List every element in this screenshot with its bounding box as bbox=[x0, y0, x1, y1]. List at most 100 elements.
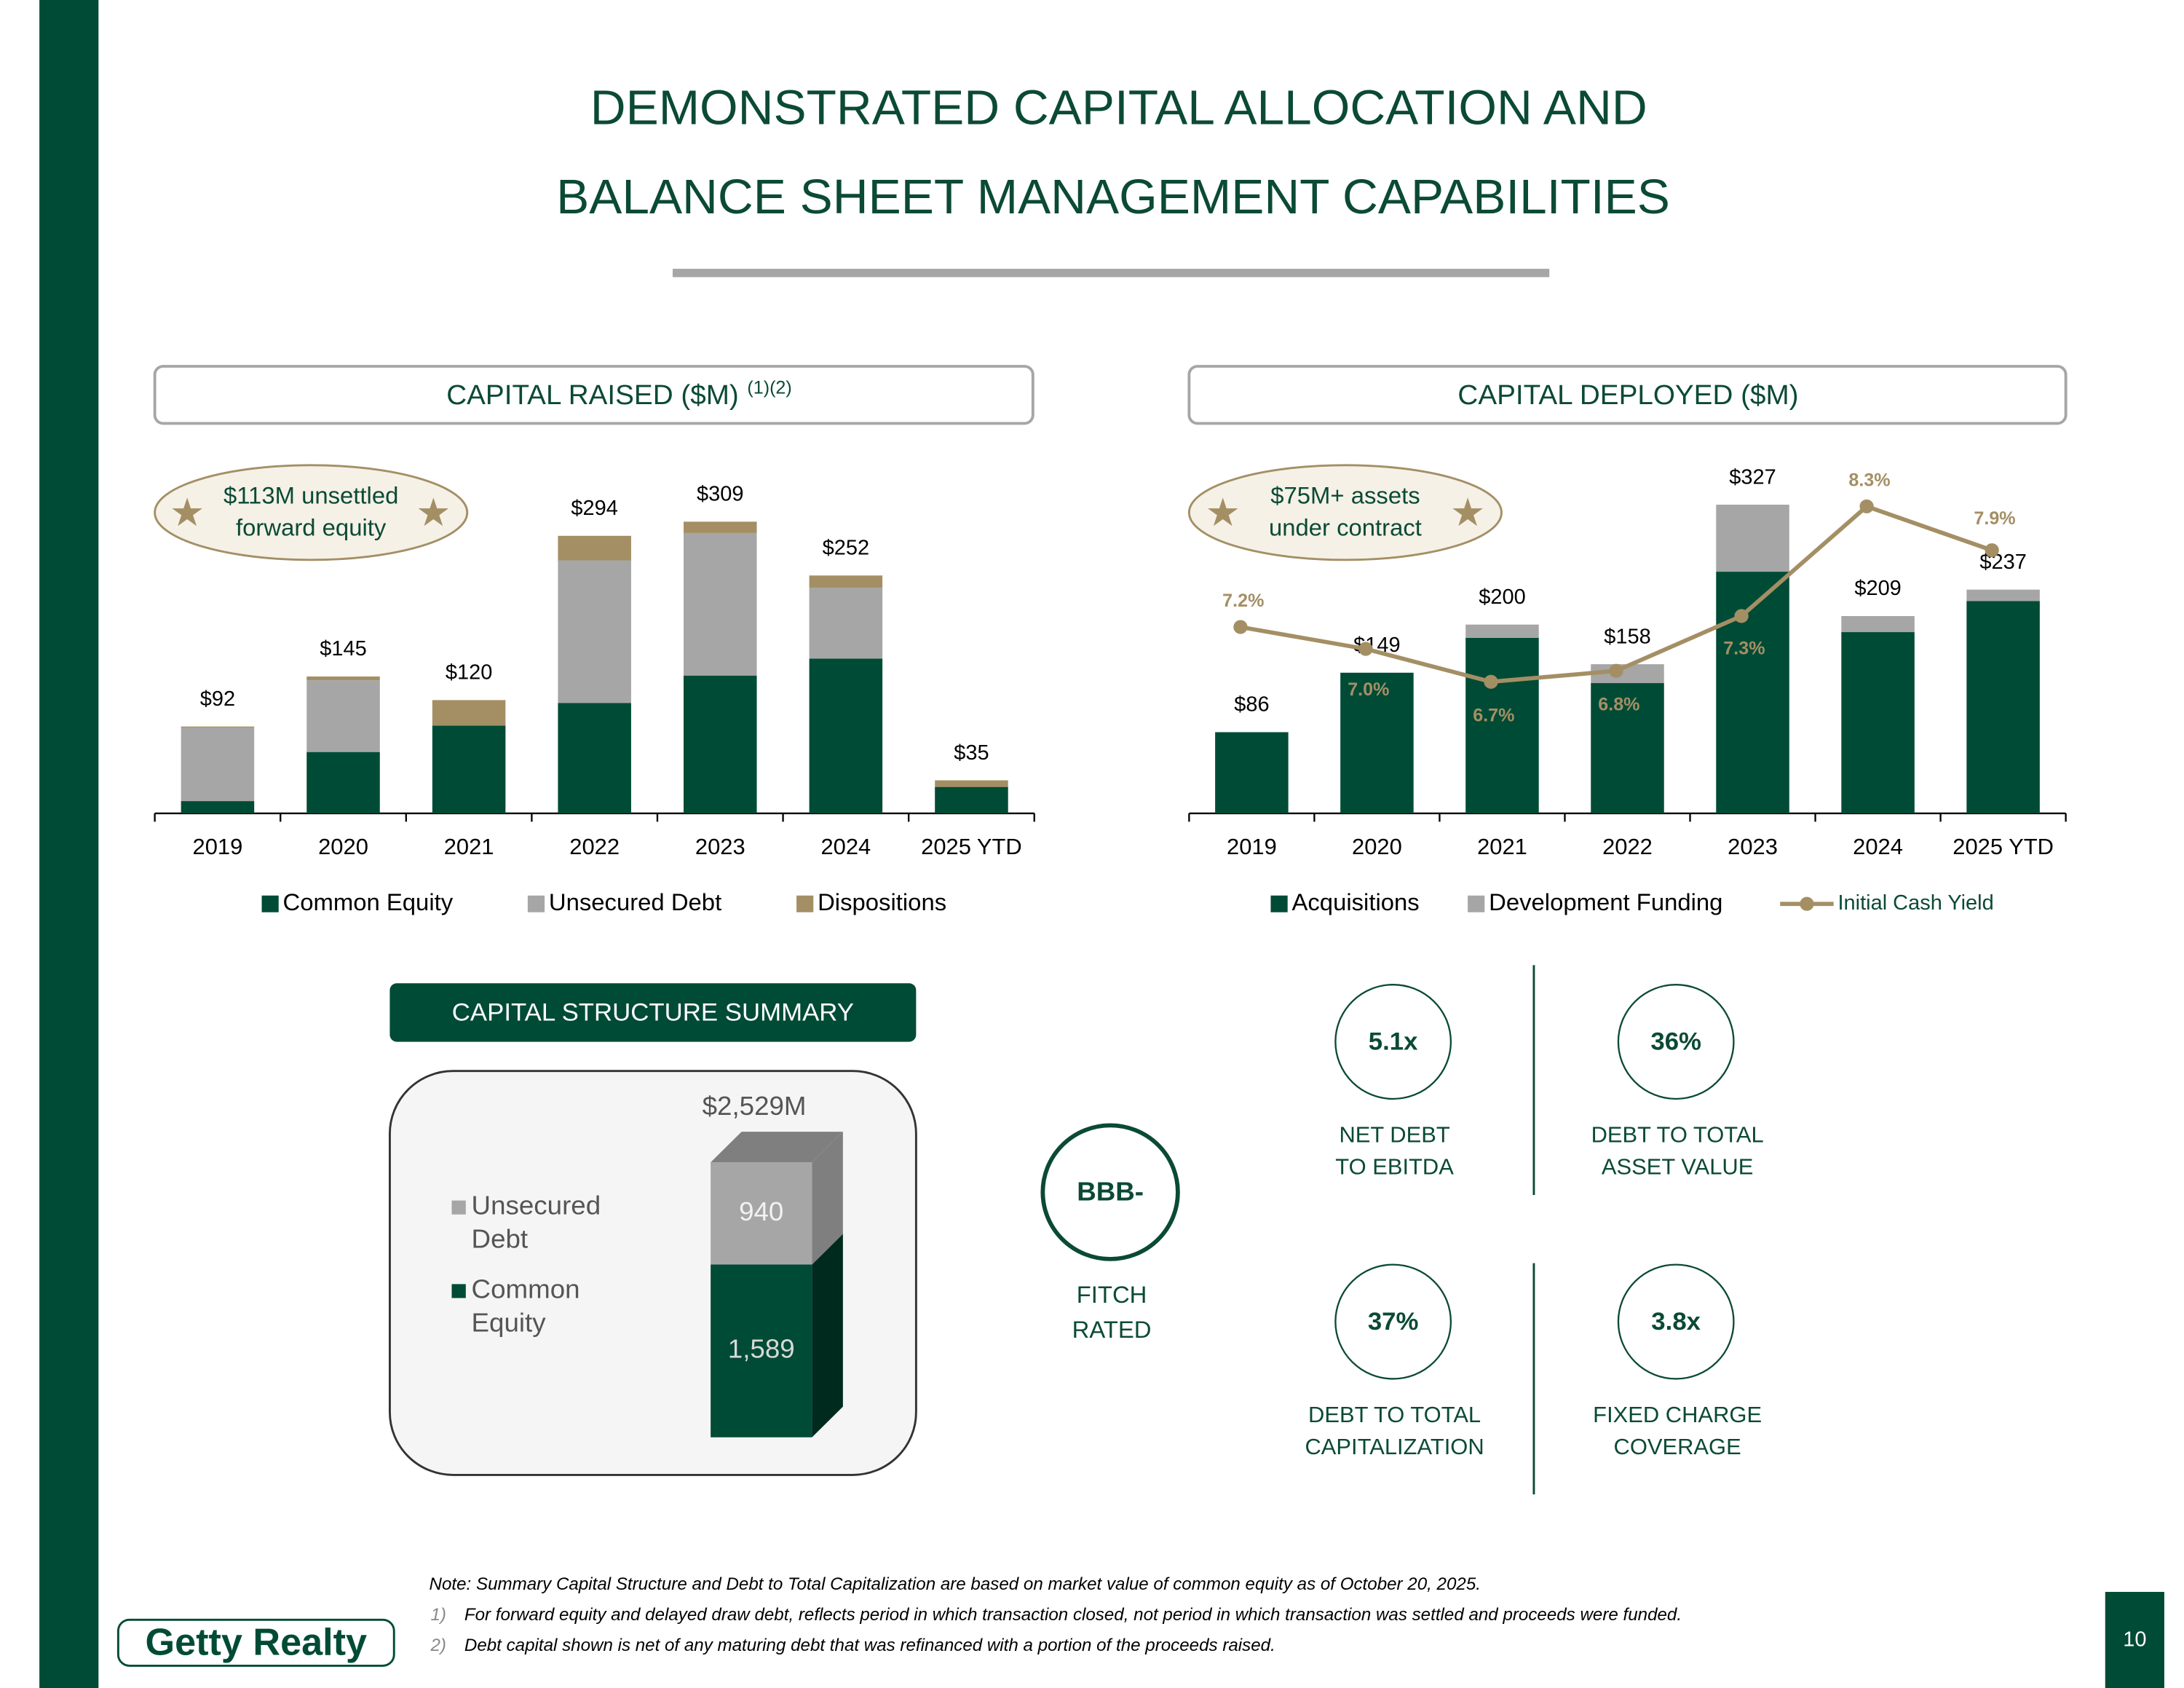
callout-text: under contract bbox=[1269, 514, 1422, 541]
x-tick-label: 2021 bbox=[1477, 834, 1527, 859]
section-header-box bbox=[389, 983, 917, 1042]
bar-segment bbox=[1340, 672, 1414, 813]
data-label: 7.3% bbox=[1723, 639, 1765, 659]
x-tick-label: 2019 bbox=[1227, 834, 1277, 859]
line-point bbox=[1609, 663, 1623, 678]
bar-segment bbox=[935, 780, 1008, 787]
title-rule bbox=[672, 269, 1550, 277]
bar-segment bbox=[809, 575, 883, 588]
x-tick-label: 2025 YTD bbox=[921, 834, 1022, 859]
note-text: Debt capital shown is net of any maturin… bbox=[464, 1636, 1275, 1655]
bar-segment bbox=[181, 727, 255, 802]
x-tick-label: 2023 bbox=[1728, 834, 1778, 859]
page-number: 10 bbox=[2123, 1628, 2146, 1652]
section-title: CAPITAL STRUCTURE SUMMARY bbox=[452, 999, 854, 1027]
bar-segment bbox=[558, 535, 631, 561]
callout-bubble bbox=[1187, 464, 1503, 561]
metric-label: TO EBITDA bbox=[1335, 1154, 1454, 1180]
x-tick-label: 2020 bbox=[1352, 834, 1402, 859]
bar-segment bbox=[1716, 505, 1789, 572]
total-label: $200 bbox=[1479, 585, 1525, 609]
metric-value: 36% bbox=[1650, 1028, 1701, 1056]
logo: Getty Realty bbox=[146, 1622, 368, 1664]
total-label: $145 bbox=[320, 637, 366, 660]
legend-swatch bbox=[1468, 895, 1485, 912]
metric-circle bbox=[1334, 984, 1452, 1100]
legend-label: Initial Cash Yield bbox=[1837, 891, 1993, 915]
note-text: For forward equity and delayed draw debt… bbox=[464, 1605, 1682, 1625]
x-tick-label: 2022 bbox=[569, 834, 620, 859]
legend-label: Development Funding bbox=[1489, 888, 1722, 915]
bar-segment bbox=[809, 658, 883, 813]
logo-box bbox=[116, 1618, 395, 1667]
rating-circle bbox=[1040, 1123, 1180, 1261]
note: Note: Summary Capital Structure and Debt… bbox=[430, 1574, 1481, 1594]
data-label: 940 bbox=[739, 1196, 783, 1226]
bar-segment bbox=[558, 560, 631, 703]
legend-wrap: Common Equity bbox=[471, 1275, 580, 1338]
total-label: $252 bbox=[823, 537, 869, 560]
legend-label: Unsecured Debt bbox=[549, 888, 721, 915]
chart-header-box bbox=[153, 365, 1034, 425]
line-point bbox=[1358, 642, 1373, 656]
metric-label: CAPITALIZATION bbox=[1305, 1434, 1484, 1459]
data-label: 6.7% bbox=[1473, 706, 1514, 726]
metric-label: DEBT TO TOTAL bbox=[1308, 1402, 1481, 1427]
line-point bbox=[1985, 543, 1999, 558]
total-label: $327 bbox=[1729, 465, 1776, 489]
rating-label: FITCH bbox=[1077, 1281, 1147, 1308]
legend-swatch bbox=[1270, 895, 1288, 912]
total-label: $92 bbox=[200, 687, 235, 711]
callout-bubble bbox=[154, 464, 469, 561]
x-tick-label: 2023 bbox=[695, 834, 745, 859]
bar-segment bbox=[1215, 732, 1289, 813]
note-marker: 1) bbox=[430, 1605, 446, 1625]
callout-text: $75M+ assets bbox=[1270, 482, 1420, 509]
legend-label: Common Equity bbox=[471, 1275, 580, 1338]
bar-segment bbox=[306, 676, 380, 681]
data-label: 8.3% bbox=[1848, 470, 1890, 491]
bar-segment bbox=[684, 532, 757, 676]
metric-value: 5.1x bbox=[1369, 1028, 1418, 1056]
callout-text: forward equity bbox=[236, 514, 387, 541]
line-point bbox=[1734, 609, 1749, 623]
data-label: 6.8% bbox=[1598, 695, 1639, 715]
bar-segment bbox=[1841, 616, 1915, 633]
bar-top bbox=[711, 1132, 843, 1163]
x-tick-label: 2024 bbox=[1853, 834, 1903, 859]
slide-title: BALANCE SHEET MANAGEMENT CAPABILITIES bbox=[556, 170, 1670, 224]
bar-segment bbox=[1841, 632, 1915, 813]
line-point bbox=[1233, 620, 1248, 634]
bar-segment bbox=[1591, 683, 1664, 813]
bar-segment bbox=[1966, 601, 2040, 813]
star-icon: ★ bbox=[1450, 491, 1486, 535]
total-label: $294 bbox=[571, 497, 617, 520]
metric-value: 3.8x bbox=[1651, 1308, 1701, 1336]
data-label: 7.0% bbox=[1348, 679, 1389, 700]
legend-label: Dispositions bbox=[818, 888, 946, 915]
chart-title: CAPITAL DEPLOYED ($M) bbox=[1457, 379, 1798, 411]
bar-segment bbox=[558, 703, 631, 813]
metric-circle bbox=[1617, 984, 1735, 1100]
bar-segment bbox=[306, 680, 380, 752]
x-tick-label: 2025 YTD bbox=[1952, 834, 2054, 859]
metric-label: DEBT TO TOTAL bbox=[1591, 1122, 1764, 1148]
total-label: $209 bbox=[1854, 577, 1901, 600]
bar-segment bbox=[432, 725, 506, 813]
data-label: 7.2% bbox=[1222, 591, 1264, 611]
bar-segment bbox=[809, 588, 883, 659]
bar-side bbox=[812, 1234, 843, 1437]
bar-segment bbox=[684, 675, 757, 813]
metric-circle bbox=[1617, 1263, 1735, 1380]
metric-label: FIXED CHARGE bbox=[1593, 1402, 1762, 1427]
data-label: 7.9% bbox=[1974, 508, 2015, 529]
star-icon: ★ bbox=[416, 491, 451, 535]
legend-label: Common Equity bbox=[283, 888, 454, 915]
star-icon: ★ bbox=[1206, 491, 1241, 535]
bar-segment bbox=[181, 801, 255, 813]
total-label: $309 bbox=[697, 483, 743, 506]
x-tick-label: 2020 bbox=[318, 834, 368, 859]
